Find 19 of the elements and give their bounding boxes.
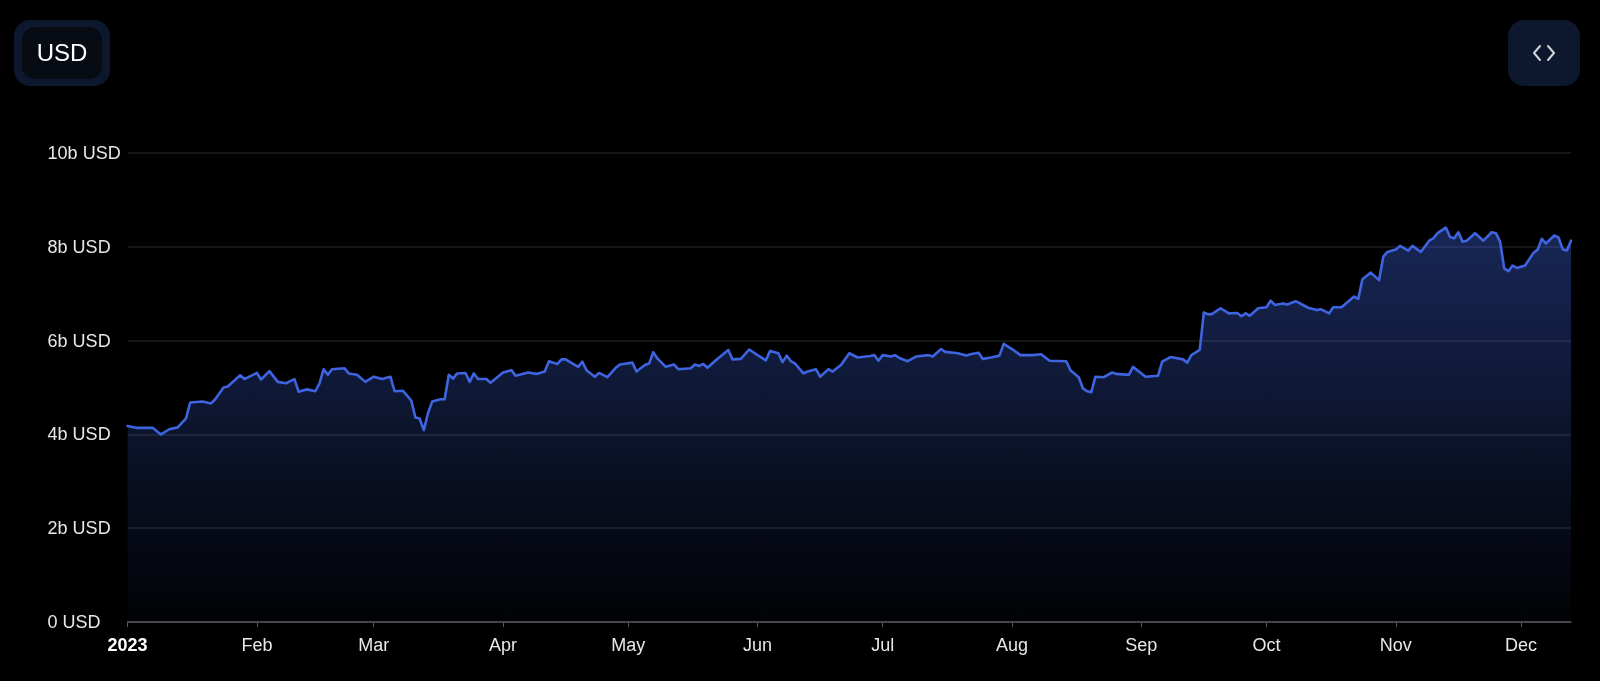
x-tick-label: Nov	[1379, 635, 1412, 655]
x-tick-label: Jun	[743, 635, 773, 655]
x-tick-label: Aug	[995, 635, 1029, 655]
x-tick-label: Feb	[241, 635, 273, 655]
x-tick-label: Mar	[358, 635, 390, 655]
y-tick-label: 10b USD	[47, 143, 121, 163]
x-tick-label: May	[611, 635, 646, 655]
x-tick-label: 2023	[107, 635, 148, 655]
toggle-switch: USD	[14, 20, 110, 86]
x-tick-label: Sep	[1125, 635, 1158, 655]
y-tick-label: 4b USD	[47, 424, 111, 445]
x-tick-label: Jul	[871, 635, 895, 655]
x-tick-label: Dec	[1504, 635, 1537, 655]
x-tick-label: Apr	[489, 635, 518, 655]
y-tick-label: 8b USD	[47, 236, 111, 257]
y-tick-label: 2b USD	[47, 518, 111, 539]
y-tick-label: 0 USD	[47, 612, 101, 632]
y-tick-label: 6b USD	[47, 330, 111, 351]
x-tick-label: Oct	[1252, 635, 1281, 655]
